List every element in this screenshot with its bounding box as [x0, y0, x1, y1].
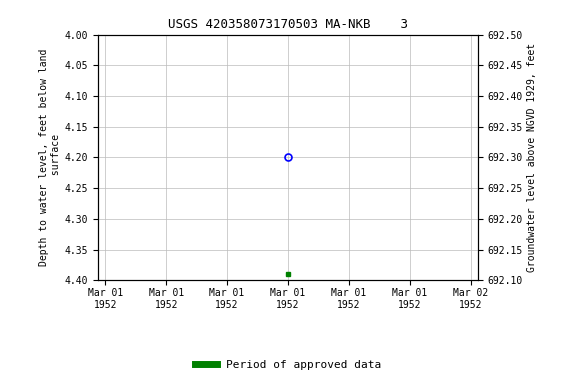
- Title: USGS 420358073170503 MA-NKB    3: USGS 420358073170503 MA-NKB 3: [168, 18, 408, 31]
- Legend: Period of approved data: Period of approved data: [191, 356, 385, 375]
- Y-axis label: Depth to water level, feet below land
 surface: Depth to water level, feet below land su…: [39, 49, 60, 266]
- Y-axis label: Groundwater level above NGVD 1929, feet: Groundwater level above NGVD 1929, feet: [527, 43, 537, 272]
